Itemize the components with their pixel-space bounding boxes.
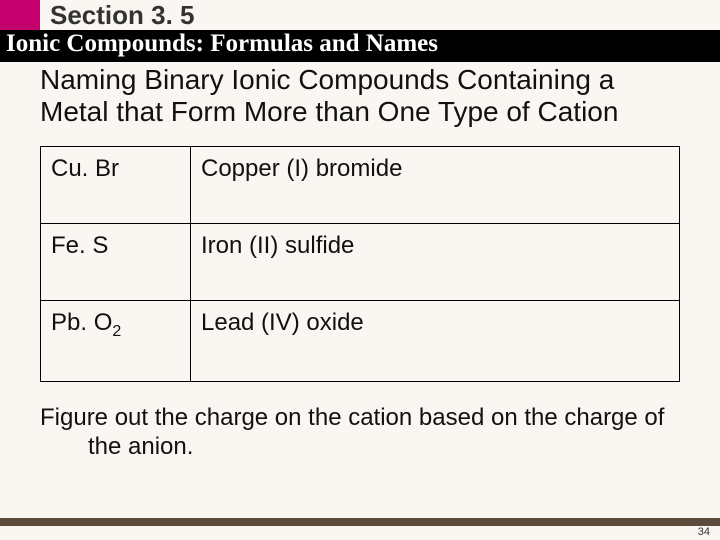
name-cell: Lead (IV) oxide [191, 301, 680, 382]
topic-bar: Ionic Compounds: Formulas and Names [0, 30, 720, 62]
name-cell: Iron (II) sulfide [191, 224, 680, 301]
table-row: Cu. Br Copper (I) bromide [41, 147, 680, 224]
content-area: Naming Binary Ionic Compounds Containing… [0, 62, 720, 462]
page-title: Naming Binary Ionic Compounds Containing… [40, 64, 690, 128]
page-number: 34 [698, 526, 710, 538]
topic-title: Ionic Compounds: Formulas and Names [6, 30, 438, 58]
name-cell: Copper (I) bromide [191, 147, 680, 224]
footnote-text: Figure out the charge on the cation base… [88, 404, 690, 462]
formula-base: Pb. O [51, 309, 112, 336]
table-row: Pb. O2 Lead (IV) oxide [41, 301, 680, 382]
formula-subscript: 2 [112, 323, 121, 340]
formula-cell: Pb. O2 [41, 301, 191, 382]
section-label: Section 3. 5 [40, 0, 195, 30]
formula-cell: Fe. S [41, 224, 191, 301]
accent-block [0, 0, 40, 30]
formula-cell: Cu. Br [41, 147, 191, 224]
compounds-table: Cu. Br Copper (I) bromide Fe. S Iron (II… [40, 146, 680, 382]
footer-stripe [0, 518, 720, 526]
table-row: Fe. S Iron (II) sulfide [41, 224, 680, 301]
section-header-row: Section 3. 5 [0, 0, 720, 30]
